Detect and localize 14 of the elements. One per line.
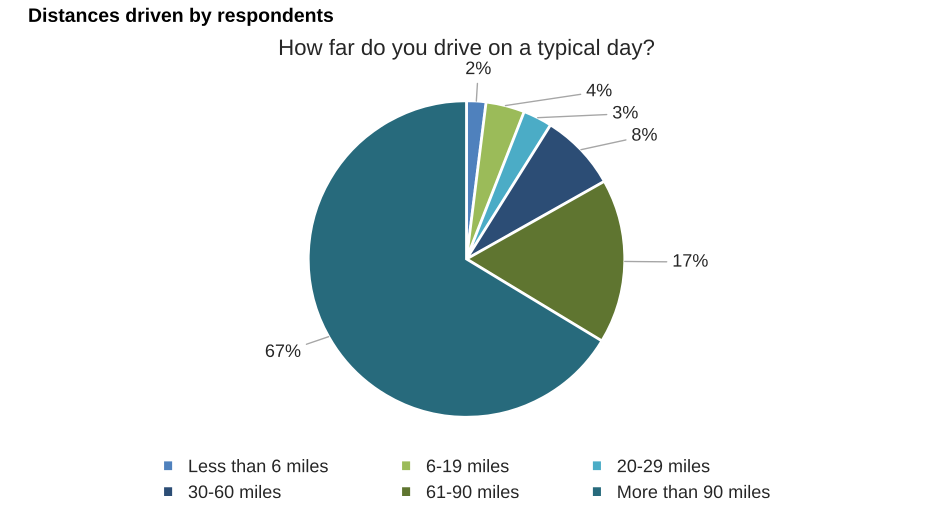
data-label: 17% [674,254,708,267]
data-label: 2% [466,61,491,74]
legend-label: 20-29 miles [618,459,710,472]
data-label: 67% [266,344,300,358]
chart-title: Distances driven by respondents [29,8,333,26]
chart-subtitle: How far do you drive on a typical day? [280,38,654,60]
data-label: 8% [632,128,657,141]
legend-label: 30-60 miles [188,484,281,498]
data-label: 4% [586,84,612,96]
legend-label: More than 90 miles [618,484,770,498]
legend-label: 6-19 miles [426,459,509,472]
legend-label: Less than 6 miles [189,459,328,472]
legend-label: 61-90 miles [426,484,519,498]
data-label: 3% [612,106,638,119]
